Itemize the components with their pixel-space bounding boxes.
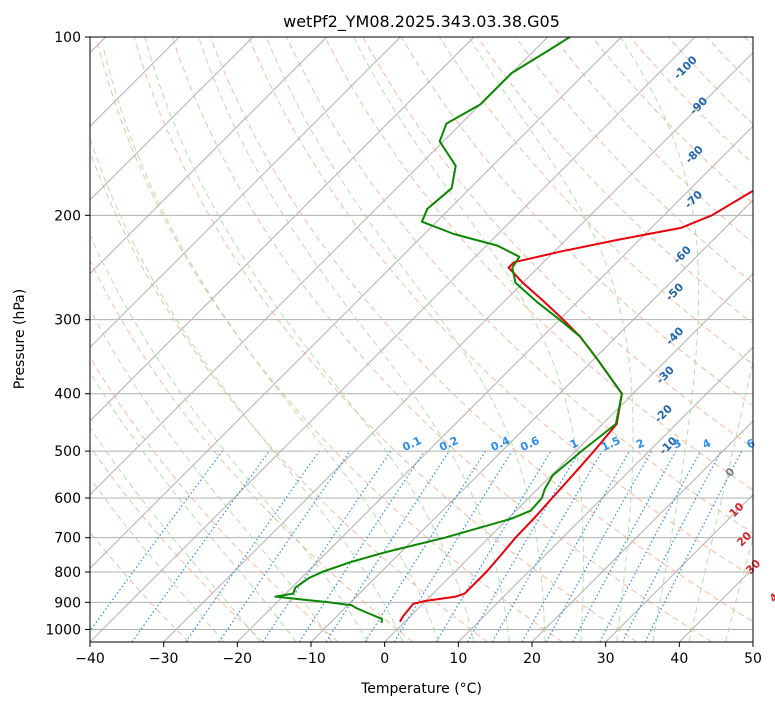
isotherm-line <box>90 37 549 496</box>
dry-adiabat-line <box>171 37 712 642</box>
x-tick-label: 10 <box>449 651 467 667</box>
dry-adiabat-line <box>90 445 264 642</box>
chart-title: wetPf2_YM08.2025.343.03.38.G05 <box>283 12 560 32</box>
x-tick-label: −40 <box>75 651 105 667</box>
x-tick-label: 50 <box>744 651 762 667</box>
dry-adiabat-line <box>629 37 753 165</box>
x-axis-ticks: −40 −30 −20 −10 0 10 20 30 40 50 <box>75 642 762 667</box>
isotherm-grid <box>90 37 753 642</box>
mixing-ratio-line <box>491 450 603 642</box>
dry-adiabat-line <box>591 37 753 204</box>
mixing-ratio-line <box>364 450 486 642</box>
y-axis-label: Pressure (hPa) <box>12 289 28 389</box>
dry-adiabat-line <box>133 37 638 642</box>
moist-adiabat-line <box>90 136 404 642</box>
dry-adiabat-line <box>324 37 753 491</box>
isotherm-line <box>531 420 753 642</box>
isotherm-line <box>90 37 475 422</box>
x-tick-label: 30 <box>597 651 615 667</box>
isotherm-line <box>90 37 696 642</box>
isotherm-line <box>605 493 753 642</box>
x-tick-label: −20 <box>223 651 253 667</box>
mixing-ratio-line <box>393 450 513 642</box>
moist-adiabat-line <box>620 37 700 642</box>
mixing-ratio-line <box>185 450 320 642</box>
x-tick-label: 20 <box>523 651 541 667</box>
mixing-ratio-line <box>325 450 450 642</box>
moist-adiabat-line <box>90 233 369 642</box>
x-axis-label: Temperature (°C) <box>360 681 482 697</box>
mixing-ratio-lines <box>90 450 743 642</box>
y-tick-label: 600 <box>54 491 81 507</box>
isotherm-line <box>236 125 753 642</box>
y-tick-label: 300 <box>54 313 81 329</box>
mixing-ratio-line <box>90 450 223 632</box>
mixing-ratio-line <box>131 450 270 642</box>
mixing-ratio-line <box>466 450 580 642</box>
y-tick-label: 100 <box>54 30 81 46</box>
y-tick-label: 400 <box>54 387 81 403</box>
plot-frame <box>89 36 754 643</box>
x-tick-label: 40 <box>670 651 688 667</box>
moist-adiabat-line <box>725 536 753 642</box>
mixing-ratio-line <box>572 450 677 642</box>
dry-adiabat-line <box>210 37 753 623</box>
isotherm-line <box>90 37 328 275</box>
isotherm-line <box>457 346 753 642</box>
sounding-profiles <box>274 37 753 623</box>
moist-adiabats <box>90 37 753 642</box>
isotherm-line <box>384 272 753 642</box>
y-tick-label: 800 <box>54 565 81 581</box>
isotherm-line <box>90 37 254 201</box>
mixing-ratio-line <box>545 450 653 642</box>
x-tick-label: −10 <box>296 651 326 667</box>
dry-adiabat-line <box>515 37 753 284</box>
moist-adiabat-line <box>198 37 510 642</box>
dry-adiabat-line <box>362 37 753 449</box>
moist-adiabat-line <box>90 426 261 642</box>
moist-adiabat-line <box>90 371 297 642</box>
dry-adiabat-line <box>248 37 753 578</box>
mixing-ratio-line <box>435 450 552 642</box>
mixing-ratio-line <box>218 450 351 642</box>
dewpoint-profile-line <box>274 37 623 623</box>
moist-adiabat-line <box>144 37 475 642</box>
moist-adiabat-line <box>103 49 439 642</box>
isotherm-line <box>90 37 622 570</box>
isobar-grid <box>90 37 753 630</box>
y-tick-label: 500 <box>54 444 81 460</box>
moist-adiabat-line <box>353 37 584 642</box>
mixing-ratio-line <box>521 450 631 642</box>
dry-adiabat-line <box>477 37 753 325</box>
y-axis-ticks: 100 200 300 400 500 600 700 800 900 1000 <box>45 30 90 638</box>
moist-adiabat-line <box>90 308 333 642</box>
y-tick-label: 200 <box>54 208 81 224</box>
dry-adiabats <box>90 37 753 642</box>
dry-adiabat-line <box>400 37 753 407</box>
y-tick-label: 900 <box>54 595 81 611</box>
x-tick-label: 0 <box>380 651 389 667</box>
isotherm-line <box>163 51 753 642</box>
dry-adiabat-line <box>90 259 414 642</box>
moist-adiabat-label: 40 <box>767 585 775 605</box>
moist-adiabat-line <box>90 477 225 642</box>
x-tick-label: −30 <box>149 651 179 667</box>
y-tick-label: 1000 <box>45 622 81 638</box>
y-tick-label: 700 <box>54 531 81 547</box>
moist-adiabat-line <box>265 37 546 642</box>
moist-adiabat-line <box>688 358 753 642</box>
isotherm-line <box>90 37 401 349</box>
